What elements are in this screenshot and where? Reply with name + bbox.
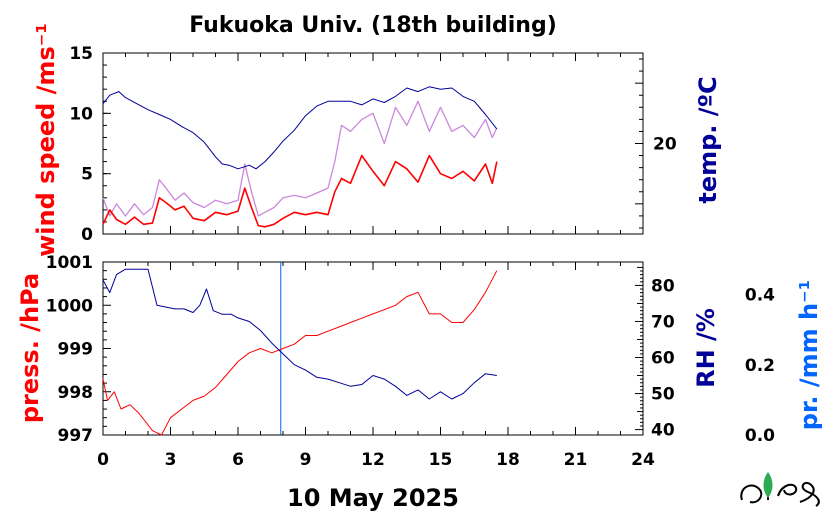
- pressure-y-tick-label: 1001: [46, 253, 93, 273]
- pressure-y-tick-label: 999: [58, 340, 94, 360]
- rh-y-tick-label: 80: [651, 276, 675, 296]
- x-tick-label: 12: [361, 450, 385, 470]
- x-tick-label: 9: [300, 450, 312, 470]
- x-tick-label: 0: [97, 450, 109, 470]
- temperature-line: [102, 86, 498, 170]
- pressure-y-tick-label: 998: [58, 383, 94, 403]
- wind-y-tick-label: 10: [69, 104, 93, 124]
- wind-y-tick-label: 15: [69, 44, 93, 64]
- bottom-plot-frame: [102, 261, 644, 436]
- x-tick-label: 6: [232, 450, 244, 470]
- precipitation-axis-label: pr. /mm h⁻¹: [795, 280, 823, 430]
- pressure-axis-label: press. /hPa: [16, 273, 44, 423]
- rh-y-tick-label: 40: [651, 421, 675, 441]
- wind-speed-axis-label: wind speed /ms⁻¹: [32, 23, 60, 257]
- chart-title: Fukuoka Univ. (18th building): [189, 13, 557, 38]
- rh-y-tick-label: 50: [651, 385, 675, 405]
- rh-y-tick-label: 60: [651, 349, 675, 369]
- x-tick-label: 3: [165, 450, 177, 470]
- press-rh-panel: 0 3 6 9 12 15 18 21 24 997 998 999 1000 1001 40 50 60 70 8…: [16, 253, 823, 470]
- date-axis-label: 10 May 2025: [287, 484, 459, 512]
- x-tick-label: 15: [429, 450, 453, 470]
- precip-y-tick-label: 0.4: [745, 286, 775, 306]
- lab-logo: [740, 472, 820, 507]
- precip-y-tick-label: 0.2: [745, 356, 775, 376]
- x-tick-label: 24: [631, 450, 655, 470]
- humidity-line: [102, 268, 497, 400]
- temp-y-tick-label: 20: [653, 135, 677, 155]
- pressure-y-tick-label: 997: [58, 426, 94, 446]
- wind-mean-line: [102, 154, 498, 228]
- x-tick-label: 21: [564, 450, 588, 470]
- x-tick-label: 18: [496, 450, 520, 470]
- wind-y-tick-label: 5: [81, 165, 93, 185]
- rh-y-tick-label: 70: [651, 312, 675, 332]
- humidity-axis-label: RH /%: [692, 308, 720, 388]
- precip-y-tick-label: 0.0: [745, 426, 775, 446]
- pressure-line: [102, 270, 498, 436]
- pressure-y-tick-label: 1000: [46, 296, 93, 316]
- temperature-axis-label: temp. /ºC: [694, 76, 722, 203]
- wind-temp-panel: 0 5 10 15 20 wind speed /ms⁻¹ temp. /ºC: [32, 23, 722, 257]
- wind-y-tick-label: 0: [81, 225, 93, 245]
- wind-gust-line: [102, 100, 498, 217]
